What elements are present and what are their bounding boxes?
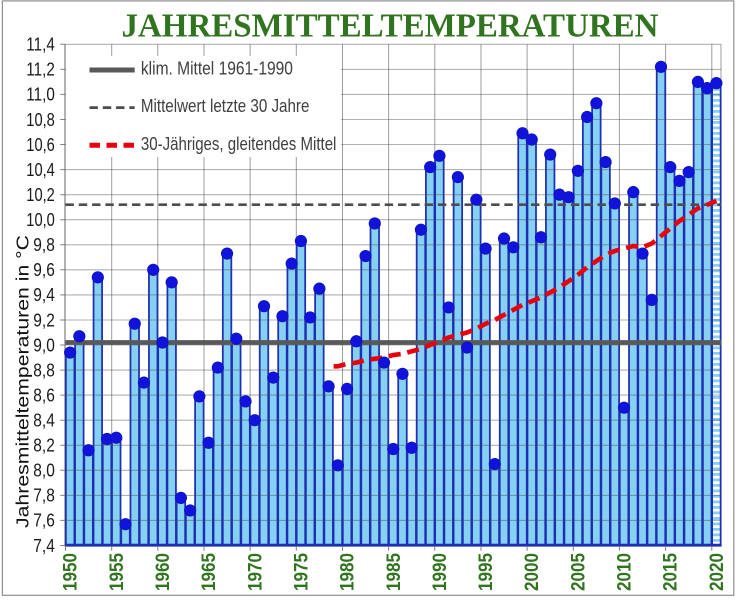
svg-text:1950: 1950 bbox=[61, 553, 82, 591]
svg-text:10,8: 10,8 bbox=[26, 110, 55, 130]
svg-text:30-Jähriges, gleitendes Mittel: 30-Jähriges, gleitendes Mittel bbox=[141, 134, 337, 154]
svg-text:Mittelwert letzte 30 Jahre: Mittelwert letzte 30 Jahre bbox=[141, 96, 310, 116]
svg-text:9,4: 9,4 bbox=[33, 285, 55, 305]
svg-text:7,8: 7,8 bbox=[33, 486, 55, 506]
svg-text:11,0: 11,0 bbox=[26, 85, 55, 105]
svg-text:2005: 2005 bbox=[568, 553, 589, 591]
svg-text:8,6: 8,6 bbox=[33, 385, 55, 405]
svg-text:8,2: 8,2 bbox=[33, 436, 55, 456]
svg-text:1990: 1990 bbox=[430, 553, 451, 591]
svg-text:Jahresmitteltemperaturen in °C: Jahresmitteltemperaturen in °C bbox=[13, 235, 33, 528]
svg-text:JAHRESMITTELTEMPERATUREN: JAHRESMITTELTEMPERATUREN bbox=[122, 8, 659, 45]
svg-text:7,4: 7,4 bbox=[33, 536, 55, 556]
svg-text:10,2: 10,2 bbox=[26, 185, 55, 205]
svg-text:10,4: 10,4 bbox=[26, 160, 55, 180]
svg-text:10,6: 10,6 bbox=[26, 135, 55, 155]
svg-text:9,6: 9,6 bbox=[33, 260, 55, 280]
svg-text:11,2: 11,2 bbox=[26, 60, 55, 80]
svg-text:1970: 1970 bbox=[245, 553, 266, 591]
svg-text:8,0: 8,0 bbox=[33, 461, 55, 481]
svg-text:8,4: 8,4 bbox=[33, 411, 55, 431]
svg-text:1985: 1985 bbox=[384, 553, 405, 591]
svg-text:1965: 1965 bbox=[199, 553, 220, 591]
svg-text:10,0: 10,0 bbox=[26, 210, 55, 230]
svg-text:9,0: 9,0 bbox=[33, 335, 55, 355]
svg-text:1975: 1975 bbox=[291, 553, 312, 591]
svg-text:2015: 2015 bbox=[661, 553, 682, 591]
svg-text:1960: 1960 bbox=[153, 553, 174, 591]
svg-text:2020: 2020 bbox=[707, 553, 728, 591]
svg-text:1980: 1980 bbox=[338, 553, 359, 591]
svg-text:1955: 1955 bbox=[107, 553, 128, 591]
svg-text:2010: 2010 bbox=[615, 553, 636, 591]
svg-text:11,4: 11,4 bbox=[26, 35, 55, 55]
svg-text:7,6: 7,6 bbox=[33, 511, 55, 531]
svg-text:9,2: 9,2 bbox=[33, 310, 55, 330]
svg-text:klim. Mittel 1961-1990: klim. Mittel 1961-1990 bbox=[141, 59, 293, 79]
svg-text:9,8: 9,8 bbox=[33, 235, 55, 255]
svg-text:1995: 1995 bbox=[476, 553, 497, 591]
svg-text:8,8: 8,8 bbox=[33, 360, 55, 380]
svg-text:2000: 2000 bbox=[522, 553, 543, 591]
